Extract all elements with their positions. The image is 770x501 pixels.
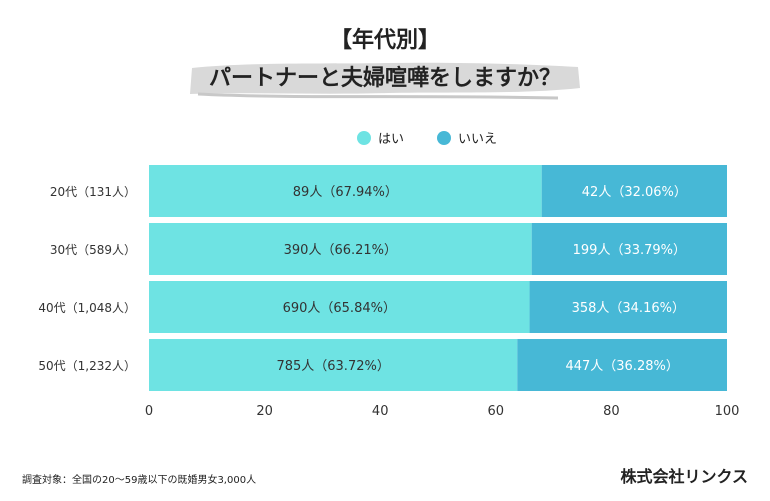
bar-label-1-1: 199人（33.79%）: [573, 243, 686, 258]
legend-marker-0: [357, 131, 371, 145]
category-label-3: 50代（1,232人）: [38, 359, 136, 373]
category-label-2: 40代（1,048人）: [38, 301, 136, 315]
bar-label-0-0: 89人（67.94%）: [293, 185, 398, 200]
x-tick-label-4: 80: [603, 404, 620, 419]
bar-label-0-3: 785人（63.72%）: [276, 359, 389, 374]
x-tick-label-3: 60: [488, 404, 505, 419]
bar-label-1-2: 358人（34.16%）: [572, 301, 685, 316]
x-tick-label-0: 0: [145, 404, 153, 419]
chart-title-line2: パートナーと夫婦喧嘩をしますか？: [208, 66, 561, 91]
bar-0-2: [149, 281, 530, 333]
category-label-0: 20代（131人）: [50, 185, 136, 199]
title-brush-highlight: [190, 62, 580, 100]
legend-label-0: はい: [378, 132, 404, 147]
bar-1-1: [531, 223, 727, 275]
bar-label-0-1: 390人（66.21%）: [284, 243, 397, 258]
company-name: 株式会社リンクス: [620, 467, 748, 486]
chart-title-line1: 【年代別】: [329, 28, 440, 53]
bar-1-0: [541, 165, 727, 217]
bar-label-1-3: 447人（36.28%）: [565, 359, 678, 374]
x-tick-label-1: 20: [256, 404, 273, 419]
legend-label-1: いいえ: [458, 132, 497, 147]
bar-0-0: [149, 165, 542, 217]
bar-label-1-0: 42人（32.06%）: [582, 185, 687, 200]
bar-1-3: [517, 339, 727, 391]
bar-label-0-2: 690人（65.84%）: [283, 301, 396, 316]
legend-marker-1: [437, 131, 451, 145]
survey-footnote: 調査対象：全国の20〜59歳以下の既婚男女3,000人: [22, 475, 257, 486]
x-tick-label-2: 40: [372, 404, 389, 419]
bar-0-1: [149, 223, 532, 275]
bar-1-2: [529, 281, 727, 333]
x-tick-label-5: 100: [715, 404, 740, 419]
bar-0-3: [149, 339, 518, 391]
category-label-1: 30代（589人）: [50, 243, 136, 257]
